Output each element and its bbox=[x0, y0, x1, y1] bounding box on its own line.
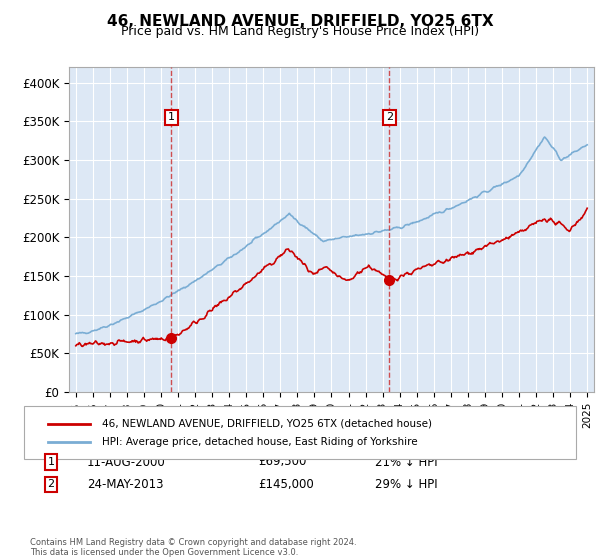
Text: HPI: Average price, detached house, East Riding of Yorkshire: HPI: Average price, detached house, East… bbox=[102, 437, 418, 447]
Text: 29% ↓ HPI: 29% ↓ HPI bbox=[375, 478, 437, 491]
Text: 1: 1 bbox=[47, 457, 55, 467]
Text: £69,500: £69,500 bbox=[258, 455, 307, 469]
Text: Price paid vs. HM Land Registry's House Price Index (HPI): Price paid vs. HM Land Registry's House … bbox=[121, 25, 479, 38]
Text: 46, NEWLAND AVENUE, DRIFFIELD, YO25 6TX: 46, NEWLAND AVENUE, DRIFFIELD, YO25 6TX bbox=[107, 14, 493, 29]
Text: 2: 2 bbox=[386, 113, 393, 123]
Text: Contains HM Land Registry data © Crown copyright and database right 2024.
This d: Contains HM Land Registry data © Crown c… bbox=[30, 538, 356, 557]
Text: 46, NEWLAND AVENUE, DRIFFIELD, YO25 6TX (detached house): 46, NEWLAND AVENUE, DRIFFIELD, YO25 6TX … bbox=[102, 419, 432, 429]
Text: 21% ↓ HPI: 21% ↓ HPI bbox=[375, 455, 437, 469]
Text: 1: 1 bbox=[168, 113, 175, 123]
Text: £145,000: £145,000 bbox=[258, 478, 314, 491]
Text: 2: 2 bbox=[47, 479, 55, 489]
Text: 24-MAY-2013: 24-MAY-2013 bbox=[87, 478, 163, 491]
Text: 11-AUG-2000: 11-AUG-2000 bbox=[87, 455, 166, 469]
